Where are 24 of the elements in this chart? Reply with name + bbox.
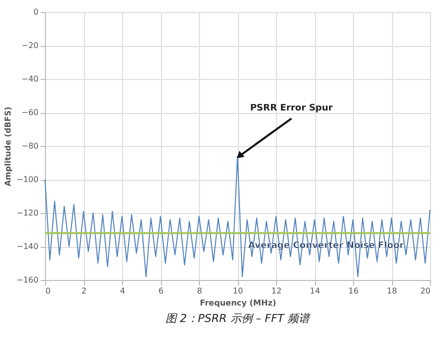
- x-tick-label: 14: [310, 286, 320, 296]
- y-tick-label: −80: [22, 142, 38, 150]
- y-tick-label: 0: [33, 8, 38, 16]
- y-tick-label: −120: [16, 208, 38, 218]
- y-tick-label: −160: [16, 276, 38, 284]
- x-tick-label: 16: [348, 286, 359, 296]
- x-axis-title: Frequency (MHz): [200, 298, 276, 308]
- x-tick-label: 2: [81, 286, 87, 296]
- y-tick-label: −60: [22, 108, 38, 117]
- annotation: PSRR Error Spur: [250, 104, 334, 114]
- x-tick-label: 8: [196, 286, 202, 296]
- x-tick-label: 0: [46, 286, 51, 296]
- x-tick-label: 10: [232, 286, 244, 296]
- y-axis-title: Amplitude (dBFS): [4, 106, 13, 186]
- y-tick-label: −20: [22, 41, 38, 50]
- y-tick-label: −40: [22, 74, 38, 84]
- x-tick-label: 6: [158, 286, 164, 296]
- caption: 图 2：PSRR 示例 – FFT 频谱: [165, 312, 312, 325]
- x-tick-label: 18: [386, 286, 398, 296]
- x-tick-label: 20: [420, 286, 430, 296]
- y-tick-label: −140: [16, 242, 38, 251]
- y-tick-label: −100: [16, 175, 38, 184]
- x-tick-label: 12: [271, 286, 282, 296]
- x-tick-label: 4: [120, 286, 126, 296]
